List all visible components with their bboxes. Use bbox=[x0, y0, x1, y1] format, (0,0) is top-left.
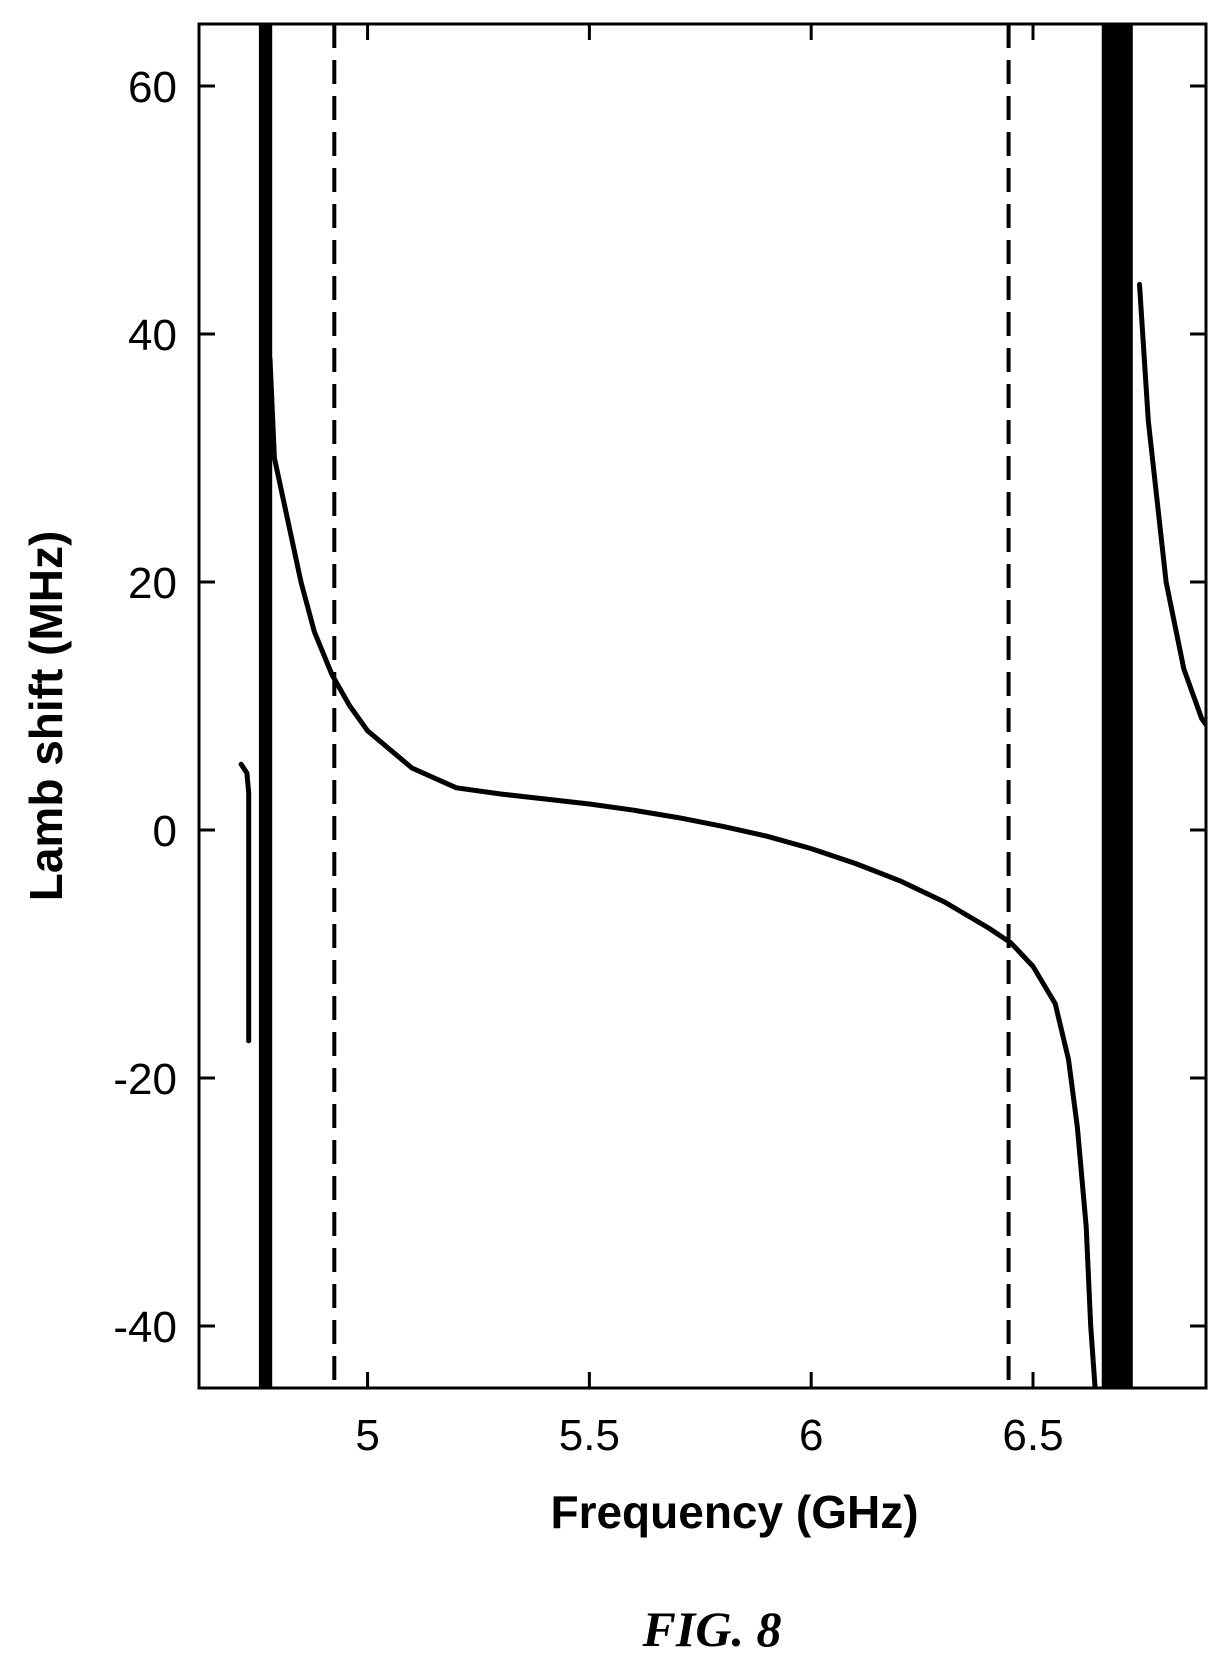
lamb-shift-curve-segment bbox=[1137, 281, 1206, 728]
x-tick-label: 5 bbox=[355, 1411, 379, 1460]
plot-marks bbox=[238, 24, 1206, 1388]
y-tick-label: -40 bbox=[113, 1303, 177, 1352]
y-tick-label: 20 bbox=[128, 559, 177, 608]
y-axis-label: Lamb shift (MHz) bbox=[20, 531, 72, 902]
lamb-shift-curve-segment bbox=[238, 761, 252, 1044]
x-tick-label: 5.5 bbox=[559, 1411, 620, 1460]
x-tick-label: 6 bbox=[799, 1411, 823, 1460]
resonance-band bbox=[258, 24, 273, 1388]
figure-caption: FIG. 8 bbox=[642, 1601, 782, 1657]
y-tick-label: 0 bbox=[153, 807, 177, 856]
plot-area: 5 5.5 6 6.5 -40 -20 0 20 40 60 bbox=[113, 22, 1208, 1460]
x-tick-label: 6.5 bbox=[1002, 1411, 1063, 1460]
x-axis-label: Frequency (GHz) bbox=[550, 1486, 918, 1538]
plot-frame bbox=[197, 22, 1208, 1390]
y-tick-label: -20 bbox=[113, 1055, 177, 1104]
y-tick-label: 40 bbox=[128, 311, 177, 360]
lamb-shift-curve-segment bbox=[267, 356, 1098, 1388]
y-tick-label: 60 bbox=[128, 63, 177, 112]
resonance-band bbox=[1101, 24, 1133, 1388]
